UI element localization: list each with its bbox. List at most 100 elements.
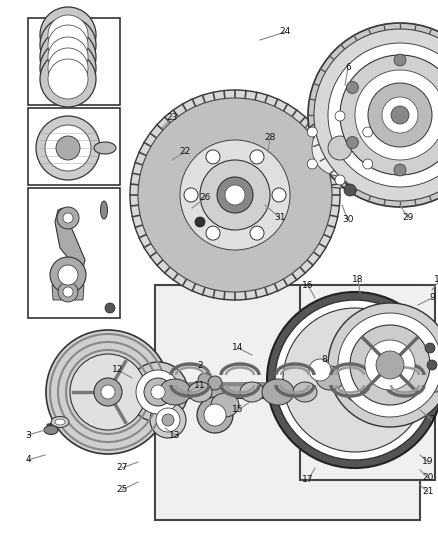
Circle shape: [328, 43, 438, 187]
Text: 27: 27: [117, 464, 128, 472]
Circle shape: [136, 370, 180, 414]
Circle shape: [368, 83, 432, 147]
Text: 19: 19: [422, 457, 434, 466]
Ellipse shape: [421, 368, 438, 392]
Text: 12: 12: [112, 366, 124, 375]
Polygon shape: [168, 382, 438, 386]
Circle shape: [300, 108, 380, 188]
Circle shape: [63, 213, 73, 223]
Circle shape: [346, 82, 358, 93]
Circle shape: [197, 397, 233, 433]
Bar: [28, 18, 120, 105]
Text: 25: 25: [117, 486, 128, 495]
Ellipse shape: [55, 419, 65, 425]
Text: 30: 30: [342, 215, 354, 224]
Ellipse shape: [400, 382, 424, 402]
Circle shape: [217, 177, 253, 213]
Circle shape: [272, 188, 286, 202]
Circle shape: [250, 150, 264, 164]
Ellipse shape: [211, 393, 239, 417]
Circle shape: [328, 303, 438, 427]
Text: 7: 7: [429, 416, 435, 424]
Circle shape: [40, 40, 96, 96]
Ellipse shape: [293, 382, 317, 402]
Text: 29: 29: [403, 214, 413, 222]
Text: 3: 3: [25, 431, 31, 440]
Ellipse shape: [100, 201, 107, 219]
Circle shape: [57, 207, 79, 229]
Ellipse shape: [94, 142, 116, 154]
Circle shape: [105, 303, 115, 313]
Ellipse shape: [316, 366, 344, 390]
Circle shape: [307, 159, 317, 169]
Circle shape: [250, 226, 264, 240]
Text: 22: 22: [180, 148, 191, 157]
Text: 11: 11: [194, 381, 206, 390]
Circle shape: [412, 357, 438, 393]
Bar: [155, 285, 420, 520]
Ellipse shape: [159, 379, 191, 405]
Circle shape: [36, 116, 100, 180]
Circle shape: [50, 257, 86, 293]
Circle shape: [128, 362, 188, 422]
Circle shape: [48, 25, 88, 65]
Text: 28: 28: [264, 133, 276, 142]
Text: 24: 24: [279, 28, 291, 36]
Circle shape: [391, 106, 409, 124]
Circle shape: [394, 54, 406, 66]
Polygon shape: [55, 208, 85, 270]
Text: 18: 18: [352, 276, 364, 285]
Circle shape: [312, 120, 368, 176]
Ellipse shape: [188, 382, 212, 402]
Text: 13: 13: [169, 431, 181, 440]
Circle shape: [180, 140, 290, 250]
Circle shape: [382, 97, 418, 133]
Text: 26: 26: [199, 193, 211, 203]
Circle shape: [350, 325, 430, 405]
Circle shape: [340, 55, 438, 175]
Circle shape: [309, 359, 331, 381]
Circle shape: [204, 404, 226, 426]
Circle shape: [419, 364, 438, 386]
Text: 9: 9: [429, 294, 435, 303]
Circle shape: [138, 98, 332, 292]
Circle shape: [425, 343, 435, 353]
Ellipse shape: [51, 416, 69, 427]
Ellipse shape: [240, 382, 264, 402]
Text: 23: 23: [166, 114, 178, 123]
Text: 17: 17: [302, 475, 314, 484]
Circle shape: [40, 51, 96, 107]
Polygon shape: [52, 285, 84, 300]
Bar: [300, 285, 435, 480]
Circle shape: [328, 136, 352, 160]
Circle shape: [48, 48, 88, 88]
Circle shape: [307, 127, 317, 137]
Circle shape: [150, 402, 186, 438]
Ellipse shape: [44, 425, 58, 434]
Circle shape: [101, 385, 115, 399]
Circle shape: [267, 292, 438, 468]
Text: 14: 14: [232, 343, 244, 352]
Text: 10: 10: [434, 276, 438, 285]
Circle shape: [198, 373, 212, 387]
Bar: [28, 188, 120, 318]
Circle shape: [184, 188, 198, 202]
Circle shape: [427, 360, 437, 370]
Text: 4: 4: [25, 456, 31, 464]
Circle shape: [48, 37, 88, 77]
Circle shape: [40, 7, 96, 63]
Circle shape: [151, 385, 165, 399]
Circle shape: [70, 354, 146, 430]
Circle shape: [63, 287, 73, 297]
Circle shape: [208, 376, 222, 390]
Text: 31: 31: [274, 214, 286, 222]
Circle shape: [346, 136, 358, 149]
Text: 16: 16: [302, 280, 314, 289]
Circle shape: [40, 17, 96, 73]
Circle shape: [365, 340, 415, 390]
Circle shape: [58, 265, 78, 285]
Circle shape: [58, 282, 78, 302]
Circle shape: [195, 217, 205, 227]
Circle shape: [363, 159, 373, 169]
Circle shape: [40, 29, 96, 85]
